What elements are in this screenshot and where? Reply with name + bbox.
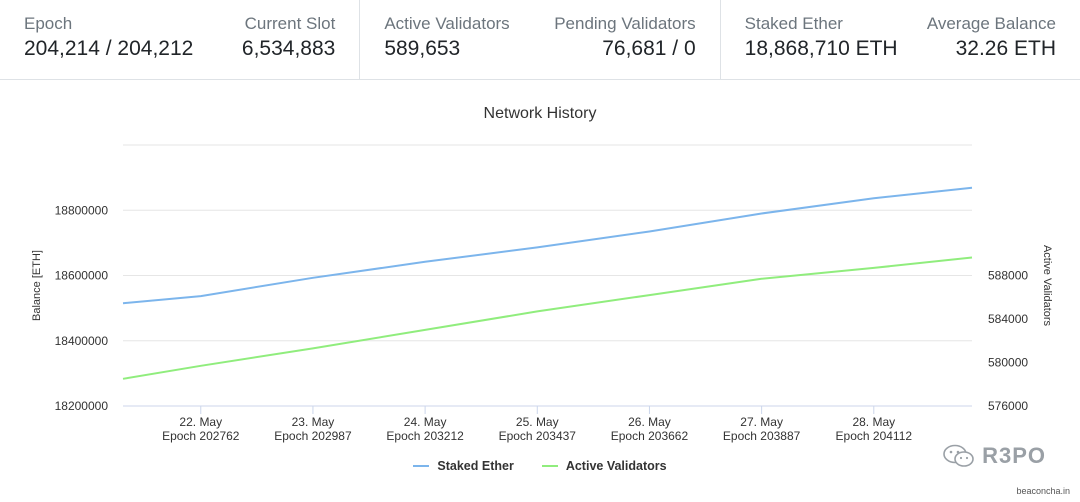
x-tick-label-day: 28. May xyxy=(852,415,895,429)
x-tick-label-epoch: Epoch 203662 xyxy=(611,429,689,443)
stat-active-validators: Active Validators 589,653 xyxy=(384,14,509,63)
source-label: beaconcha.in xyxy=(1016,486,1070,496)
stats-bar: Epoch 204,214 / 204,212 Current Slot 6,5… xyxy=(0,0,1080,80)
stat-current-slot: Current Slot 6,534,883 xyxy=(242,14,335,63)
x-tick-label-day: 25. May xyxy=(516,415,559,429)
chart-title: Network History xyxy=(483,105,597,122)
stat-epoch: Epoch 204,214 / 204,212 xyxy=(24,14,193,63)
stat-staked-ether-label: Staked Ether xyxy=(744,14,843,33)
y2-tick-label: 580000 xyxy=(988,356,1028,370)
y2-tick-label: 584000 xyxy=(988,312,1028,326)
stat-group-ether: Staked Ether 18,868,710 ETH Average Bala… xyxy=(719,0,1080,79)
stat-group-validators: Active Validators 589,653 Pending Valida… xyxy=(359,0,719,79)
y-tick-label: 18600000 xyxy=(55,269,109,283)
x-tick-label-day: 23. May xyxy=(292,415,335,429)
watermark: R3PO xyxy=(942,443,1046,469)
y-tick-label: 18800000 xyxy=(55,203,109,217)
x-tick-label-epoch: Epoch 203212 xyxy=(386,429,464,443)
stat-staked-ether-value: 18,868,710 ETH xyxy=(744,37,898,60)
x-tick-label-day: 22. May xyxy=(179,415,222,429)
series-line-staked-ether xyxy=(122,186,973,305)
stat-pending-validators-value[interactable]: 76,681 / 0 xyxy=(602,37,696,60)
stat-pending-validators: Pending Validators 76,681 / 0 xyxy=(554,14,695,63)
legend-label-active-validators: Active Validators xyxy=(565,459,667,473)
x-tick-label-epoch: Epoch 204112 xyxy=(836,429,913,443)
chart-svg: 18200000 18400000 18600000 18800000 576000 58… xyxy=(31,144,1053,443)
x-tick-label-epoch: Epoch 203437 xyxy=(499,429,577,443)
watermark-text: R3PO xyxy=(982,443,1046,468)
x-tick-label-day: 27. May xyxy=(740,415,783,429)
x-tick-label-day: 26. May xyxy=(628,415,671,429)
legend-swatch-active-validators xyxy=(541,465,558,467)
x-tick-label-epoch: Epoch 202987 xyxy=(274,429,352,443)
stat-epoch-label: Epoch xyxy=(24,14,73,33)
stat-current-slot-label: Current Slot xyxy=(244,14,336,33)
y2-axis-title: Active Validators xyxy=(1041,245,1053,327)
y2-tick-label: 576000 xyxy=(988,399,1028,413)
stat-average-balance: Average Balance 32.26 ETH xyxy=(927,14,1056,63)
chart-legend: Staked Ether Active Validators xyxy=(0,459,1080,473)
stat-pending-validators-label: Pending Validators xyxy=(554,14,696,33)
legend-item-active-validators[interactable]: Active Validators xyxy=(541,459,667,473)
wechat-icon xyxy=(943,444,974,467)
stat-average-balance-label: Average Balance xyxy=(926,14,1056,33)
stat-current-slot-value[interactable]: 6,534,883 xyxy=(241,37,336,60)
legend-label-staked-ether: Staked Ether xyxy=(437,459,514,473)
series-line-active-validators xyxy=(122,256,973,380)
x-tick-label-epoch: Epoch 203887 xyxy=(723,429,801,443)
x-tick-label-day: 24. May xyxy=(404,415,447,429)
stat-staked-ether: Staked Ether 18,868,710 ETH xyxy=(745,14,898,63)
stat-group-epoch-slot: Epoch 204,214 / 204,212 Current Slot 6,5… xyxy=(0,0,359,79)
network-history-chart: Network History 18200000 18400000 18600000… xyxy=(0,81,1080,502)
x-tick-label-epoch: Epoch 202762 xyxy=(162,429,240,443)
y2-tick-label: 588000 xyxy=(988,269,1028,283)
stat-active-validators-label: Active Validators xyxy=(384,14,510,33)
stat-epoch-value[interactable]: 204,214 / 204,212 xyxy=(24,37,194,60)
y-tick-label: 18200000 xyxy=(55,399,109,413)
stat-average-balance-value: 32.26 ETH xyxy=(955,37,1056,60)
y-axis-title: Balance [ETH] xyxy=(31,250,43,321)
stat-active-validators-value[interactable]: 589,653 xyxy=(384,37,461,60)
y-tick-label: 18400000 xyxy=(55,334,109,348)
legend-item-staked-ether[interactable]: Staked Ether xyxy=(413,459,514,473)
legend-swatch-staked-ether xyxy=(413,465,430,467)
